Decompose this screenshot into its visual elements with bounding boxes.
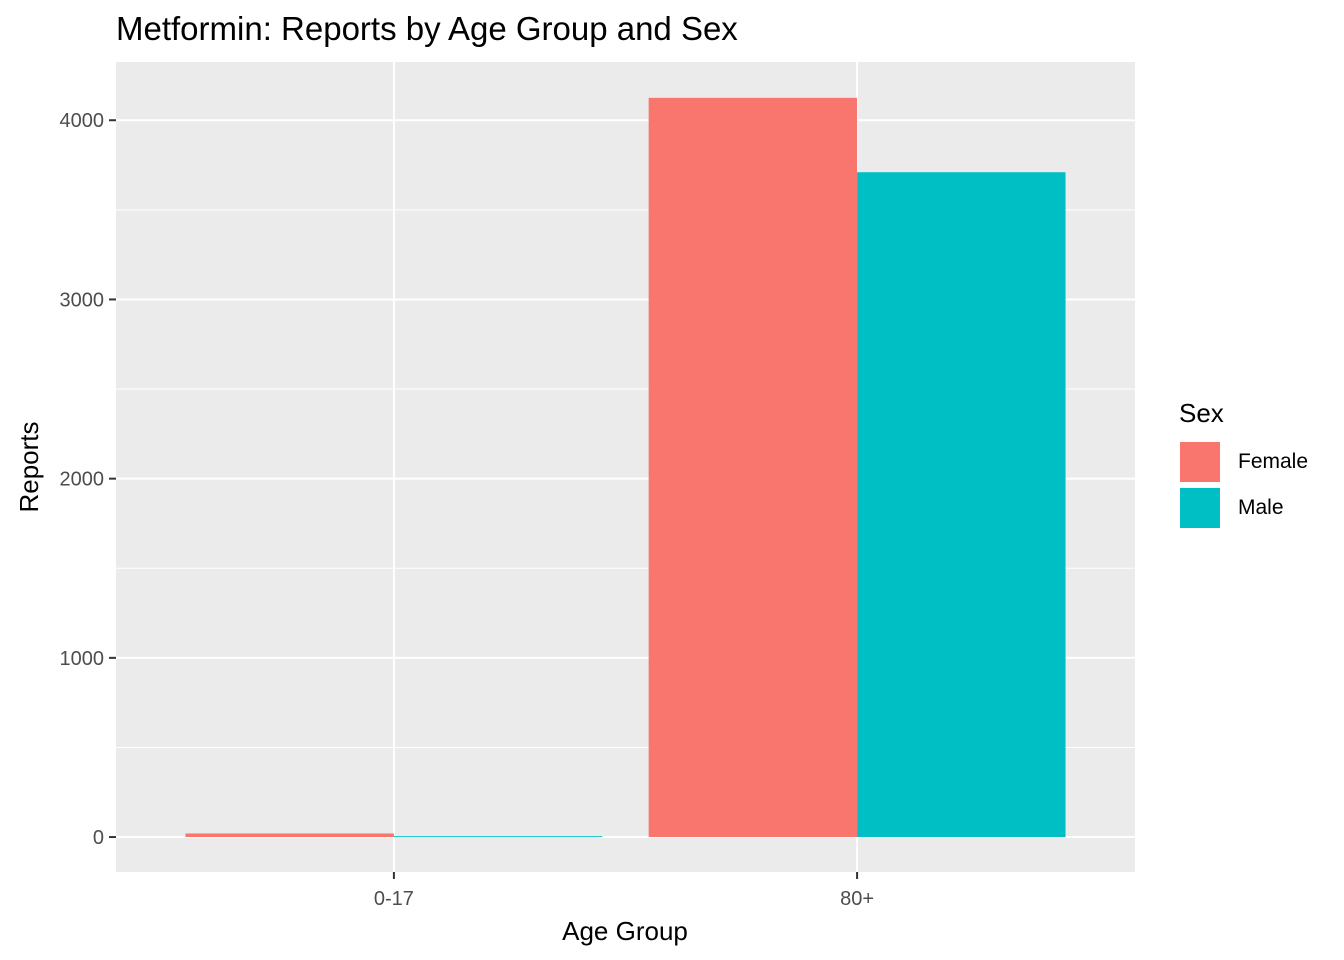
y-tick-label: 2000 xyxy=(60,469,105,491)
y-tick-label: 3000 xyxy=(60,289,105,311)
y-axis-title: Reports xyxy=(14,421,44,512)
chart-title: Metformin: Reports by Age Group and Sex xyxy=(116,10,738,47)
bar-male-0-17 xyxy=(393,836,603,838)
legend-label-female: Female xyxy=(1238,450,1309,473)
bar-female-0-17 xyxy=(185,833,394,838)
y-axis: 0 1000 2000 3000 4000 xyxy=(60,110,116,849)
x-tick-label: 0-17 xyxy=(374,888,414,910)
bars xyxy=(185,97,1066,838)
y-tick-label: 0 xyxy=(93,827,104,849)
bar-female-80+ xyxy=(648,97,858,838)
x-tick-label: 80+ xyxy=(840,888,874,910)
x-axis-title: Age Group xyxy=(562,916,688,946)
legend: Sex Female Male xyxy=(1179,398,1308,531)
legend-item-female: Female xyxy=(1179,439,1308,485)
bar-male-80+ xyxy=(857,172,1066,838)
legend-key-male xyxy=(1179,487,1221,529)
y-tick-label: 4000 xyxy=(60,110,105,132)
legend-item-male: Male xyxy=(1179,485,1308,531)
y-tick-label: 1000 xyxy=(60,648,105,670)
legend-label-male: Male xyxy=(1238,496,1284,519)
legend-title: Sex xyxy=(1179,398,1224,428)
x-axis: 0-17 80+ xyxy=(374,872,874,910)
legend-key-female xyxy=(1179,441,1221,483)
